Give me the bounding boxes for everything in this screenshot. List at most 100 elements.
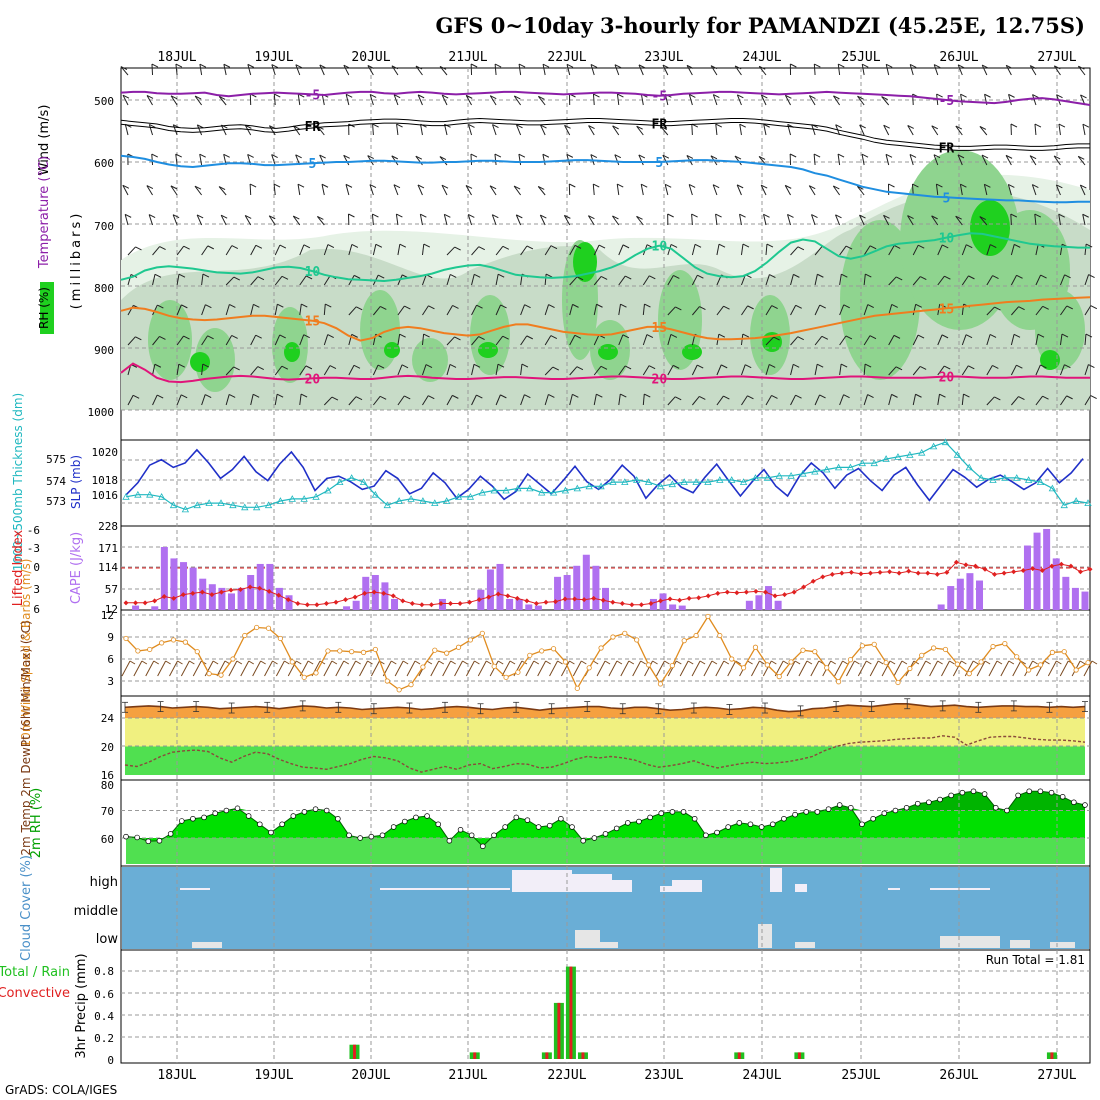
- wind10m-barb-flag: [913, 660, 920, 665]
- wind-barb-flag: [159, 336, 166, 340]
- wind-barb: [495, 335, 504, 346]
- lifted-index-point: [572, 596, 578, 602]
- x-tick-top: 20JUL: [351, 50, 390, 65]
- wind-barb-flag: [694, 243, 702, 248]
- lifted-index-point: [1020, 568, 1026, 574]
- wind-barb: [909, 64, 914, 76]
- rh2m-point: [613, 825, 620, 832]
- wind-barb: [715, 214, 718, 226]
- cape-bar: [352, 600, 360, 610]
- wind-barb-flag: [845, 245, 853, 250]
- rh-legend-swatch: [40, 282, 54, 334]
- wind10m-speed-point: [847, 657, 854, 663]
- wind-barb-flag: [792, 363, 800, 368]
- wind-barb: [1059, 274, 1066, 286]
- wind-barb-flag: [449, 274, 457, 278]
- cape-bar: [208, 584, 216, 610]
- rh-region-saturated: [682, 344, 702, 360]
- wind-barb-flag: [1042, 305, 1049, 310]
- wind-barb-flag: [372, 213, 379, 218]
- wind-barb: [814, 246, 823, 256]
- wind10m-barb-flag: [569, 660, 575, 665]
- wind10m-barb: [988, 660, 998, 677]
- wind-barb: [397, 364, 403, 376]
- lifted-index-point: [285, 597, 291, 603]
- wind-barb-flag: [301, 303, 308, 308]
- thickness-line: [125, 441, 1089, 511]
- wind-barb-flag: [1061, 333, 1069, 338]
- wind-barb: [495, 246, 504, 256]
- rh2m-point: [937, 796, 943, 803]
- wind-barb-flag: [1018, 396, 1025, 401]
- wind-barb: [148, 124, 154, 136]
- wind-barb: [614, 64, 620, 76]
- wind-barb-flag: [809, 95, 816, 100]
- wind-barb-flag: [723, 305, 730, 310]
- wind10m-speed-point: [859, 643, 865, 649]
- wind-barb-flag: [919, 366, 927, 370]
- wind-barb: [201, 364, 204, 376]
- wind-barb-flag: [939, 303, 946, 308]
- cloud-low: [1050, 942, 1075, 948]
- cape-bar: [582, 554, 590, 610]
- wind-barb: [152, 274, 156, 286]
- wind-barb: [465, 185, 472, 196]
- cape-bar: [275, 587, 283, 610]
- wind-barb-flag: [811, 214, 818, 219]
- wind-barb: [740, 244, 744, 256]
- wind-barb: [1053, 65, 1061, 76]
- wind-barb: [638, 154, 644, 166]
- wind-barb-flag: [1034, 123, 1042, 128]
- wind10m-barb-flag: [153, 660, 160, 665]
- wind-barb: [1077, 156, 1086, 166]
- wind-barb-flag: [990, 244, 997, 248]
- cloud-high: [180, 888, 210, 890]
- rh2m-point: [502, 824, 508, 830]
- lifted-index-point: [982, 566, 988, 572]
- wind-barb: [520, 364, 523, 376]
- wind-barb: [446, 305, 453, 316]
- wind10m-barb-flag: [628, 660, 635, 665]
- wind-barb: [199, 154, 203, 166]
- wind-barb-flag: [891, 303, 898, 308]
- isotherm-label: -5: [939, 94, 955, 109]
- wind-barb: [691, 213, 693, 226]
- wind-barb-flag: [865, 273, 872, 278]
- lifted-index-point: [152, 598, 158, 604]
- lifted-index-point: [238, 587, 244, 593]
- wind-barb: [569, 366, 578, 376]
- wind10m-barb-flag: [1091, 660, 1098, 665]
- wind-barb-flag: [941, 334, 949, 339]
- wind-barb: [199, 64, 203, 76]
- rh2m-point: [134, 834, 140, 841]
- wind10m-speed-point: [135, 648, 141, 654]
- wind-barb-flag: [869, 335, 877, 340]
- rh2m-point: [758, 824, 765, 830]
- rh2m-point: [1015, 792, 1021, 799]
- wind-barb: [863, 394, 869, 406]
- wind10m-barb-flag: [450, 660, 456, 665]
- wind-barb: [688, 94, 693, 106]
- wind-barb: [299, 365, 307, 376]
- rh2m-point: [926, 799, 932, 805]
- wind-barb: [569, 276, 578, 286]
- lifted-index-point: [257, 585, 263, 591]
- wind-barb-flag: [492, 124, 499, 129]
- lifted-index-point: [371, 589, 377, 595]
- wind-barb: [321, 184, 325, 196]
- wind-barb: [933, 64, 939, 76]
- wind10m-barb-flag: [177, 660, 183, 665]
- rh-region-moist: [412, 338, 448, 382]
- wind-barb: [274, 304, 278, 316]
- wind-barb: [863, 363, 866, 376]
- wind10m-speed-point: [966, 671, 972, 677]
- slp-bottom-tick: 228: [98, 520, 118, 533]
- wind-barb-flag: [1016, 274, 1023, 279]
- wind-barb: [393, 184, 399, 196]
- thickness-point: [288, 495, 296, 502]
- temp-tick: 20: [101, 741, 114, 754]
- precip-convective-bar: [473, 1052, 477, 1059]
- wind-barb: [763, 214, 767, 226]
- thickness-point: [716, 476, 724, 483]
- wind10m-speed-point: [396, 687, 402, 693]
